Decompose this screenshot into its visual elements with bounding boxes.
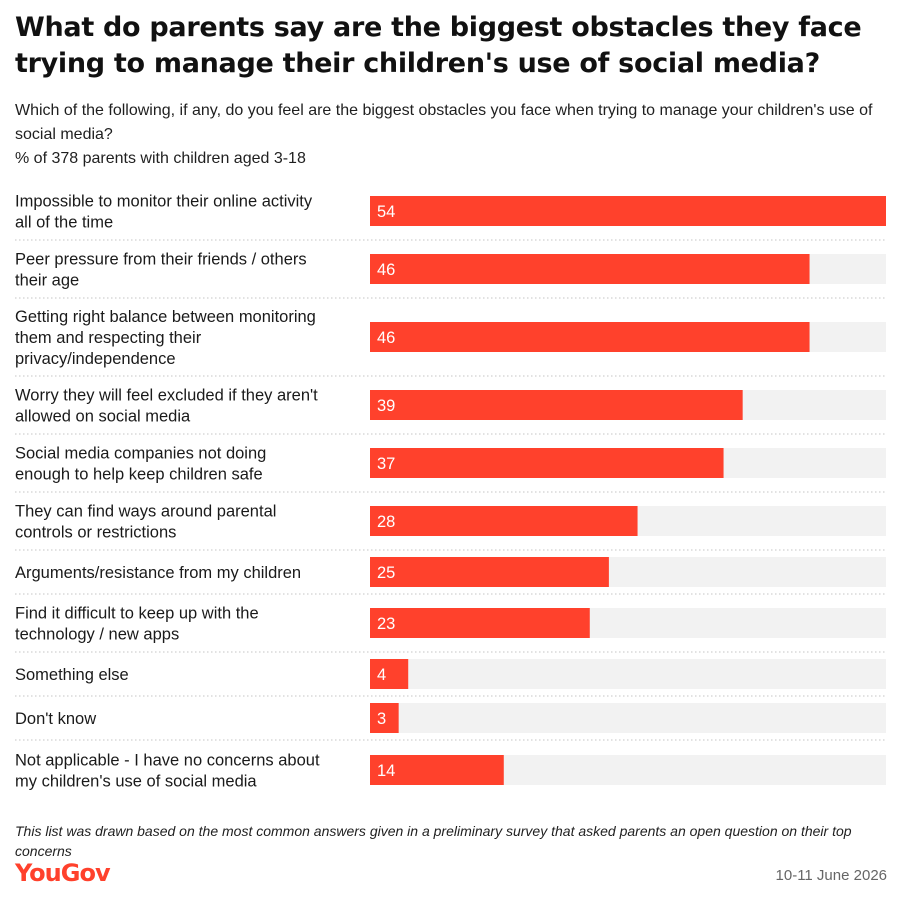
bar (370, 196, 886, 226)
bar-value-label: 28 (377, 513, 395, 531)
bar-value-label: 39 (377, 397, 395, 415)
bar (370, 448, 724, 478)
category-label-line: enough to help keep children safe (15, 466, 263, 484)
bar-value-label: 54 (377, 203, 395, 221)
bar-track (370, 659, 886, 689)
category-label-line: Find it difficult to keep up with the (15, 605, 259, 623)
category-label-line: them and respecting their (15, 329, 202, 347)
category-label-line: Impossible to monitor their online activ… (15, 193, 313, 211)
category-label-line: all of the time (15, 214, 113, 232)
category-label-line: Something else (15, 666, 129, 684)
bar-value-label: 25 (377, 564, 395, 582)
category-label: Arguments/resistance from my children (15, 564, 301, 582)
category-label: Not applicable - I have no concerns abou… (15, 752, 320, 791)
category-label-line: Social media companies not doing (15, 445, 266, 463)
footnote: This list was drawn based on the most co… (15, 823, 852, 859)
bar-value-label: 46 (377, 261, 395, 279)
category-label: Social media companies not doing enough t… (15, 445, 266, 484)
bar-value-label: 3 (377, 710, 386, 728)
bar (370, 755, 504, 785)
category-label-line: my children's use of social media (15, 773, 257, 791)
fieldwork-date: 10-11 June 2026 (775, 867, 887, 884)
category-label: They can find ways around parental contro… (15, 503, 276, 542)
category-label: Impossible to monitor their online activ… (15, 193, 313, 232)
bar (370, 659, 409, 689)
bar (370, 608, 590, 638)
chart-subtitle: Which of the following, if any, do you f… (15, 99, 890, 171)
category-label-line: Getting right balance between monitoring (15, 308, 316, 326)
bar-value-label: 4 (377, 666, 386, 684)
category-label: Something else (15, 666, 129, 684)
category-label: Don't know (15, 710, 96, 728)
bar (370, 390, 743, 420)
category-label-line: Arguments/resistance from my children (15, 564, 301, 582)
category-label-line: Peer pressure from their friends / other… (15, 251, 307, 269)
category-label-line: privacy/independence (15, 350, 176, 368)
category-label: Getting right balance between monitoring… (15, 308, 316, 368)
category-label-line: They can find ways around parental (15, 503, 276, 521)
bar-track (370, 703, 886, 733)
bar (370, 254, 810, 284)
category-label-line: Don't know (15, 710, 96, 728)
category-label-line: their age (15, 272, 79, 290)
bar (370, 557, 609, 587)
bar (370, 506, 638, 536)
category-label: Peer pressure from their friends / other… (15, 251, 307, 290)
chart-title: What do parents say are the biggest obst… (15, 12, 862, 79)
bar-value-label: 14 (377, 762, 395, 780)
category-label-line: technology / new apps (15, 626, 179, 644)
category-label-line: allowed on social media (15, 408, 191, 426)
bar-value-label: 37 (377, 455, 395, 473)
bar-value-label: 23 (377, 615, 395, 633)
category-label-line: controls or restrictions (15, 524, 176, 542)
survey-base: % of 378 parents with children aged 3-18 (15, 150, 306, 167)
category-label-line: Worry they will feel excluded if they ar… (15, 387, 318, 405)
category-label: Find it difficult to keep up with the tec… (15, 605, 259, 644)
bar (370, 703, 399, 733)
bar-value-label: 46 (377, 329, 395, 347)
survey-question: Which of the following, if any, do you f… (15, 102, 873, 143)
category-label-line: Not applicable - I have no concerns abou… (15, 752, 320, 770)
yougov-logo[interactable]: YouGov (15, 859, 111, 887)
bar (370, 322, 810, 352)
category-label: Worry they will feel excluded if they ar… (15, 387, 318, 426)
